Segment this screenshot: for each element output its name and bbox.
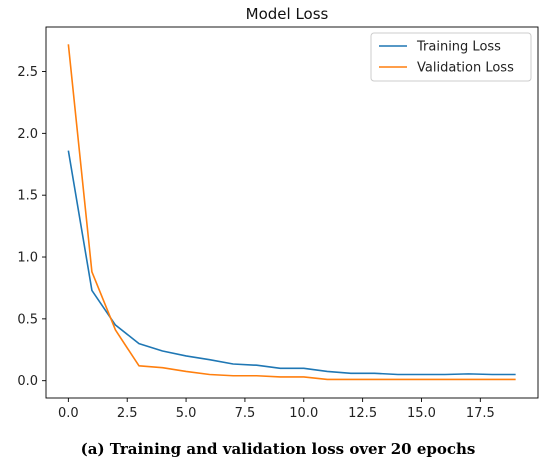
legend-label: Validation Loss bbox=[417, 61, 514, 76]
x-tick-label: 5.0 bbox=[176, 406, 197, 421]
legend-label: Training Loss bbox=[416, 40, 501, 55]
loss-chart: Model Loss 0.0 2.5 5.0 7.5 10.0 12.5 15.0 17.50… bbox=[17, 5, 539, 421]
y-tick-label: 0.5 bbox=[17, 312, 38, 327]
axes-frame bbox=[45, 26, 539, 399]
x-tick-label: 0.0 bbox=[58, 406, 79, 421]
x-tick-label: 12.5 bbox=[348, 406, 377, 421]
plot-area bbox=[67, 44, 516, 381]
x-tick-label: 2.5 bbox=[117, 406, 138, 421]
y-tick-label: 1.5 bbox=[17, 189, 38, 204]
series-line-training-loss bbox=[67, 150, 516, 376]
figure-caption: (a) Training and validation loss over 20… bbox=[80, 440, 476, 458]
y-tick-label: 0.0 bbox=[17, 374, 38, 389]
series-line-validation-loss bbox=[67, 44, 516, 381]
y-tick-label: 2.0 bbox=[17, 127, 38, 142]
y-tick-label: 1.0 bbox=[17, 251, 38, 266]
legend-box bbox=[370, 32, 532, 82]
chart-title: Model Loss bbox=[246, 5, 329, 23]
x-tick-label: 17.5 bbox=[466, 406, 495, 421]
x-tick-label: 15.0 bbox=[407, 406, 436, 421]
x-tick-label: 10.0 bbox=[289, 406, 318, 421]
y-tick-label: 2.5 bbox=[17, 65, 38, 80]
x-tick-label: 7.5 bbox=[235, 406, 256, 421]
axes: 0.0 2.5 5.0 7.5 10.0 12.5 15.0 17.5 0.0 0.5 1.0 1.5… bbox=[17, 26, 539, 421]
legend: Training Loss Validation Loss bbox=[370, 32, 532, 82]
